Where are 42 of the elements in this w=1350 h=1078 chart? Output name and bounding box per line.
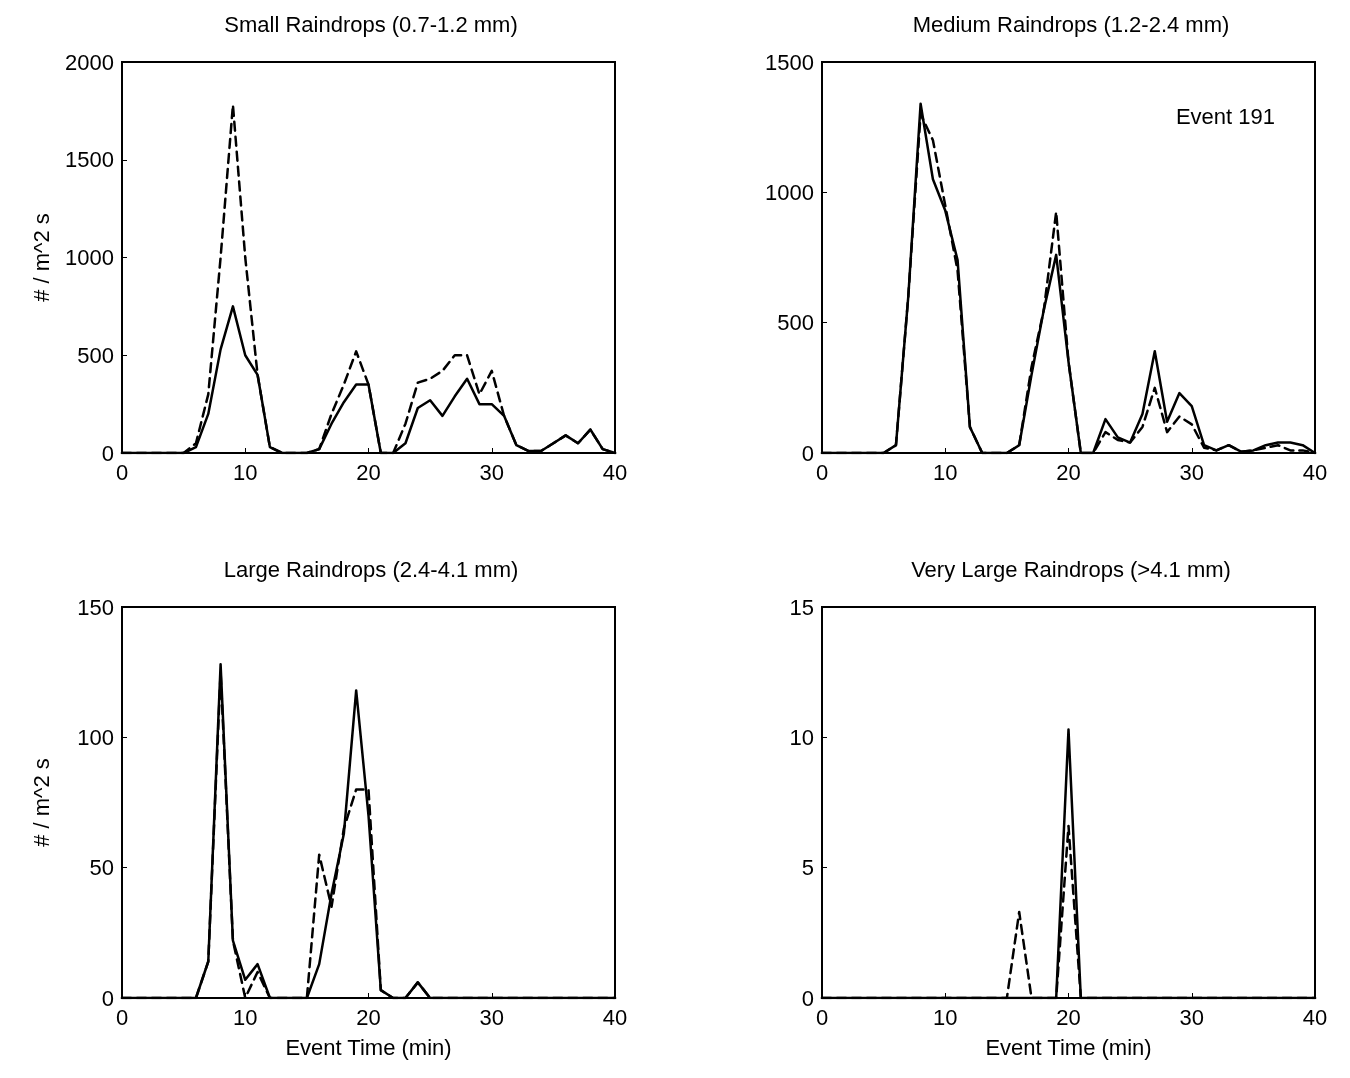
y-tick-label: 150 bbox=[77, 594, 114, 620]
chart-title: Small Raindrops (0.7-1.2 mm) bbox=[224, 11, 518, 37]
x-tick-label: 40 bbox=[1302, 459, 1328, 485]
y-tick-label: 0 bbox=[101, 985, 114, 1011]
y-tick-label: 0 bbox=[801, 985, 814, 1011]
x-tick-label: 30 bbox=[479, 1004, 504, 1030]
x-tick-label: 10 bbox=[233, 459, 258, 485]
chart-title: Large Raindrops (2.4-4.1 mm) bbox=[223, 556, 519, 582]
chart-title: Medium Raindrops (1.2-2.4 mm) bbox=[912, 11, 1230, 37]
x-tick-label: 10 bbox=[933, 459, 958, 485]
x-tick-label: 30 bbox=[479, 459, 504, 485]
y-tick-label: 1500 bbox=[765, 49, 814, 75]
y-tick-label: 15 bbox=[789, 594, 814, 620]
x-tick-label: 10 bbox=[233, 1004, 258, 1030]
x-tick-label: 20 bbox=[356, 459, 381, 485]
y-tick-label: 1500 bbox=[65, 147, 114, 173]
x-tick-label: 10 bbox=[933, 1004, 958, 1030]
x-tick-label: 30 bbox=[1179, 1004, 1204, 1030]
y-tick-label: 1000 bbox=[65, 245, 114, 270]
chart-title: Very Large Raindrops (>4.1 mm) bbox=[911, 556, 1231, 582]
y-axis-title: # / m^2 s bbox=[28, 213, 54, 302]
y-tick-label: 2000 bbox=[65, 49, 114, 75]
x-tick-label: 20 bbox=[356, 1004, 381, 1030]
y-tick-label: 1000 bbox=[765, 179, 814, 205]
y-tick-label: 10 bbox=[789, 724, 814, 750]
y-tick-label: 0 bbox=[101, 440, 114, 466]
x-tick-label: 20 bbox=[1056, 1004, 1081, 1030]
x-tick-label: 40 bbox=[602, 459, 628, 485]
y-tick-label: 100 bbox=[77, 724, 114, 750]
x-tick-label: 40 bbox=[602, 1004, 628, 1030]
annotation: Event 191 bbox=[1175, 103, 1275, 129]
y-tick-label: 500 bbox=[777, 310, 814, 336]
x-axis-title: Event Time (min) bbox=[285, 1034, 452, 1060]
y-axis-title: # / m^2 s bbox=[28, 758, 54, 847]
x-axis-title: Event Time (min) bbox=[985, 1034, 1152, 1060]
y-tick-label: 0 bbox=[801, 440, 814, 466]
x-tick-label: 40 bbox=[1302, 1004, 1328, 1030]
x-tick-label: 20 bbox=[1056, 459, 1081, 485]
y-tick-label: 500 bbox=[77, 342, 114, 368]
x-tick-label: 30 bbox=[1179, 459, 1204, 485]
y-tick-label: 50 bbox=[89, 855, 114, 881]
y-tick-label: 5 bbox=[801, 855, 814, 881]
